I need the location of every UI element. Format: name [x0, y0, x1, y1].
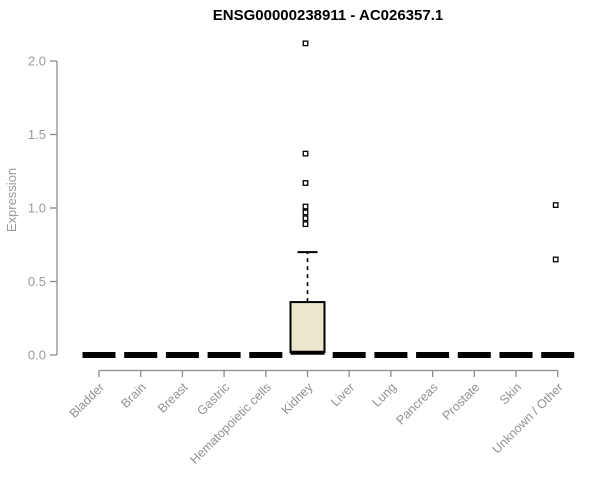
y-tick-label: 1.0	[28, 201, 46, 216]
y-tick-label: 0.0	[28, 348, 46, 363]
x-tick-label-gastric: Gastric	[194, 380, 232, 418]
collapsed-box	[124, 352, 158, 358]
x-tick-label-brain: Brain	[118, 380, 149, 411]
chart-title: ENSG00000238911 - AC026357.1	[213, 7, 443, 24]
x-tick-label-pancreas: Pancreas	[393, 380, 440, 427]
outlier-point	[302, 215, 309, 222]
y-axis-label: Expression	[4, 168, 19, 232]
box-lung	[374, 352, 408, 358]
box-skin	[499, 352, 533, 358]
x-tick-label-skin: Skin	[497, 380, 524, 407]
outlier-point	[552, 202, 559, 208]
box-liver	[332, 352, 366, 358]
collapsed-box	[541, 352, 575, 358]
x-tick-label-kidney: Kidney	[279, 380, 316, 417]
box-rect	[289, 301, 326, 354]
collapsed-box	[82, 352, 116, 358]
x-tick-label-unknown-other: Unknown / Other	[490, 380, 566, 456]
x-tick-label-prostate: Prostate	[440, 380, 483, 423]
collapsed-box	[499, 352, 533, 358]
collapsed-box	[249, 352, 283, 358]
collapsed-box	[374, 352, 408, 358]
box-pancreas	[416, 352, 450, 358]
box-hematopoietic-cells	[249, 352, 283, 358]
outlier-point	[302, 203, 309, 210]
x-tick-label-breast: Breast	[155, 380, 191, 416]
y-axis: 0.0 0.5 1.0 1.5 2.0	[28, 54, 58, 363]
collapsed-box	[207, 352, 241, 358]
y-tick-label: 0.5	[28, 274, 46, 289]
box-prostate	[457, 352, 491, 358]
box-unknown-other	[541, 202, 575, 358]
collapsed-box	[332, 352, 366, 358]
collapsed-box	[457, 352, 491, 358]
box-kidney	[289, 40, 326, 355]
x-tick-label-bladder: Bladder	[67, 380, 107, 420]
box-breast	[165, 352, 199, 358]
outlier-point	[302, 221, 309, 228]
x-tick-label-lung: Lung	[369, 380, 399, 410]
outlier-point	[302, 150, 309, 157]
collapsed-box	[416, 352, 450, 358]
box-gastric	[207, 352, 241, 358]
outlier-point	[302, 40, 309, 47]
outlier-point	[302, 180, 309, 186]
collapsed-box	[165, 352, 199, 358]
box-brain	[124, 352, 158, 358]
box-bladder	[82, 352, 116, 358]
y-tick-label: 2.0	[28, 54, 46, 69]
outlier-point	[302, 209, 309, 216]
x-tick-label-liver: Liver	[328, 380, 357, 409]
x-tick-label-hematopoietic-cells: Hematopoietic cells	[187, 380, 274, 467]
box-marks	[82, 40, 575, 358]
outlier-point	[552, 256, 559, 263]
y-tick-label: 1.5	[28, 127, 46, 142]
